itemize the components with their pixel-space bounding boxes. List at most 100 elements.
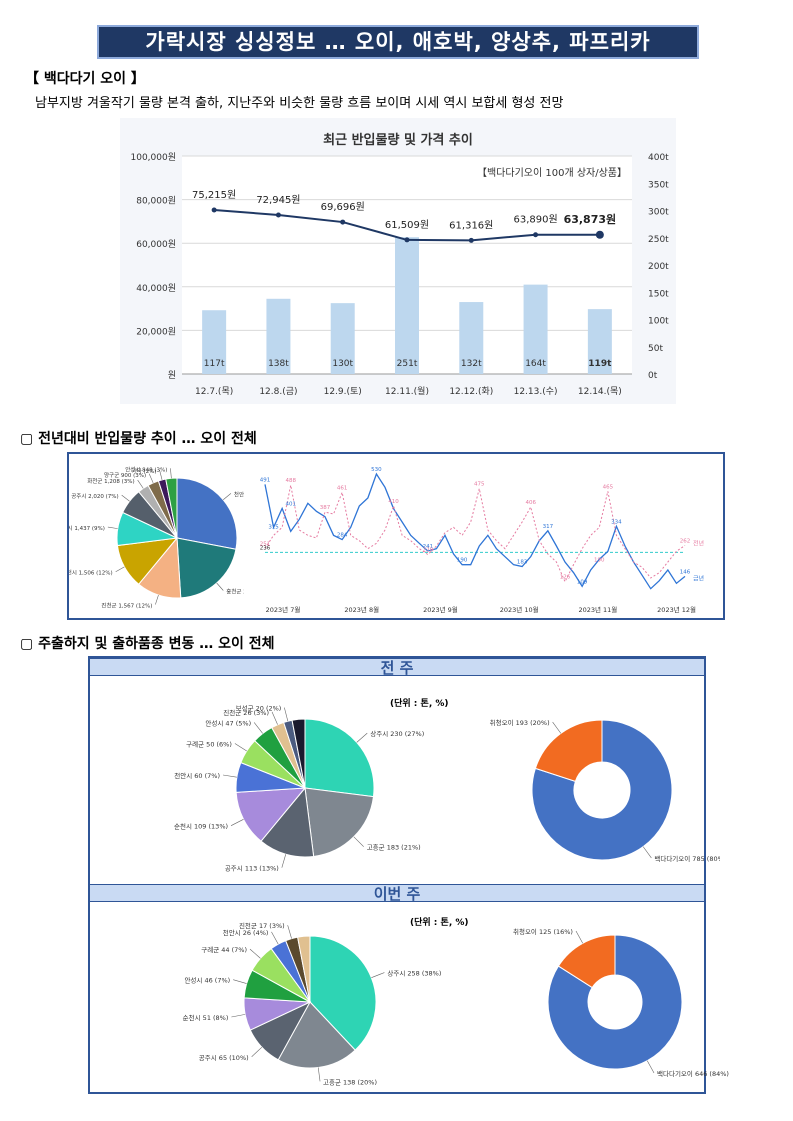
leader-line — [317, 1067, 321, 1082]
this-week-unit: (단위 : 톤, %) — [410, 918, 469, 928]
line-annotation: 126 — [560, 575, 571, 581]
leader-line — [216, 582, 224, 591]
leader-line — [222, 774, 237, 778]
slice-label: 진천군 17 (3%) — [239, 921, 285, 930]
leader-line — [170, 468, 172, 479]
pie-slice — [277, 1001, 356, 1069]
line-annotation: 406 — [525, 500, 536, 506]
slice-label: 백다다기오이 785 (80%) — [654, 854, 720, 863]
yoy-volume-panel: 천안시 3,500 (28%) 홍천군 2,218 (21%) 진천군 1,567 … — [67, 452, 725, 620]
origin-pie-chart: 천안시 3,500 (28%) 홍천군 2,218 (21%) 진천군 1,567 … — [69, 465, 244, 609]
leader-line — [148, 473, 154, 484]
line-annotation: 475 — [474, 482, 485, 488]
slice-label: 안성시 46 (7%) — [184, 976, 230, 985]
y-right-tick: 0t — [648, 371, 658, 381]
price-point — [468, 237, 474, 243]
pie-slice — [531, 719, 673, 861]
pie-slice — [557, 934, 616, 989]
leader-line — [281, 854, 287, 868]
x-tick-label: 12.14.(목) — [578, 386, 622, 397]
line-annotation: 491 — [260, 477, 271, 483]
x-month-label: 2023년 10월 — [500, 605, 539, 614]
slice-label: 안성시 47 (5%) — [205, 718, 251, 727]
price-label: 61,509원 — [385, 219, 429, 231]
leader-line — [271, 711, 278, 725]
line-annotation: 109 — [577, 579, 588, 585]
slice-label: 상주시 1,437 (9%) — [69, 524, 105, 532]
x-tick-label: 12.12.(화) — [449, 386, 493, 397]
pie-slice — [291, 718, 306, 789]
slice-label: 취청오이 193 (20%) — [490, 718, 550, 727]
slice-label: 천안시 3,500 (28%) — [234, 490, 244, 498]
origin-variety-section-title: ▢ 주출하지 및 출하품종 변동 … 오이 전체 — [20, 636, 275, 652]
legend-this-year: 금년 — [693, 574, 704, 582]
section-label-cucumber: 【 백다다기 오이 】 — [25, 71, 145, 87]
leader-line — [107, 526, 118, 529]
line-annotation: 401 — [285, 501, 296, 507]
leader-line — [647, 1060, 655, 1074]
slice-label: 화천군 1,208 (3%) — [87, 477, 134, 485]
this-week-origin-pie: 상주시 258 (38%) 고흥군 138 (20%) 공주시 65 (10%) 순천… — [183, 921, 442, 1086]
y-left-tick: 80,000원 — [136, 196, 176, 207]
market-outlook-text: 남부지방 겨울작기 물량 본격 출하, 지난주와 비슷한 물량 흐름 보이며 시… — [35, 96, 564, 111]
leader-line — [371, 972, 385, 978]
x-month-label: 2023년 8월 — [344, 605, 379, 614]
x-month-label: 2023년 11월 — [578, 605, 617, 614]
series-line — [264, 472, 686, 590]
y-right-tick: 300t — [648, 208, 669, 218]
leader-line — [137, 479, 144, 489]
line-annotation: 262 — [680, 538, 691, 544]
this-week-header: 이번 주 — [90, 884, 704, 903]
line-annotation: 236 — [260, 545, 271, 551]
slice-label: 보성군 20 (2%) — [236, 704, 282, 713]
chart-title: 최근 반입물량 및 가격 추이 — [323, 132, 473, 148]
slice-label: 양구군 900 (3%) — [104, 471, 146, 479]
pie-slice — [297, 935, 311, 1003]
y-right-tick: 150t — [648, 289, 669, 299]
yoy-volume-section-title: ▢ 전년대비 반입물량 추이 … 오이 전체 — [20, 431, 257, 447]
slice-label: 기타 (2%) — [132, 467, 157, 475]
prev-week-variety-donut: 백다다기오이 785 (80%) 취청오이 193 (20%) — [490, 718, 720, 863]
volume-bar — [202, 310, 227, 374]
line-annotation: 183 — [517, 560, 528, 566]
leader-line — [251, 1046, 263, 1057]
line-annotation: 315 — [268, 524, 279, 530]
y-right-tick: 200t — [648, 262, 669, 272]
series-line — [264, 485, 686, 583]
slice-label: 천안시 60 (7%) — [174, 771, 220, 780]
leader-line — [249, 948, 261, 959]
slice-label: 공주시 2,020 (7%) — [71, 493, 118, 500]
leader-line — [121, 494, 130, 502]
leader-line — [234, 743, 247, 752]
page-title: 가락시장 싱싱정보 … 오이, 애호박, 양상추, 파프리카 — [97, 25, 699, 59]
line-annotation: 461 — [337, 485, 348, 491]
price-point — [211, 207, 217, 213]
pie-slice — [304, 718, 375, 798]
leader-line — [155, 594, 159, 605]
volume-price-chart: 최근 반입물량 및 가격 추이 【백다다기오이 100개 상자/상품】 원 20,00… — [120, 118, 676, 404]
line-annotation: 387 — [320, 505, 331, 511]
prev-week-origin-pie: 상주시 230 (27%) 고흥군 183 (21%) 공주시 113 (13%) 순… — [174, 704, 424, 873]
leader-line — [115, 566, 125, 572]
leader-line — [230, 819, 244, 826]
x-tick-label: 12.11.(월) — [385, 385, 429, 397]
line-annotation: 284 — [337, 533, 348, 539]
slice-label: 구례군 50 (6%) — [186, 740, 232, 749]
slice-label: 안성시 848 (3%) — [125, 465, 167, 473]
leader-line — [356, 732, 368, 743]
line-annotation: 488 — [285, 478, 296, 484]
leader-line — [271, 931, 279, 945]
leader-line — [552, 721, 562, 734]
slice-label: 구례군 44 (7%) — [201, 945, 247, 954]
slice-label: 고흥군 138 (20%) — [323, 1077, 377, 1086]
y-right-tick: 50t — [648, 344, 663, 354]
leader-line — [642, 846, 652, 859]
leader-line — [287, 925, 292, 939]
slice-label: 홍천시 1,506 (12%) — [69, 569, 113, 577]
y-left-tick: 100,000원 — [131, 152, 177, 163]
pie-slice — [534, 719, 603, 782]
price-label: 69,696원 — [321, 201, 365, 213]
price-point — [404, 237, 410, 243]
volume-bar — [459, 302, 484, 374]
